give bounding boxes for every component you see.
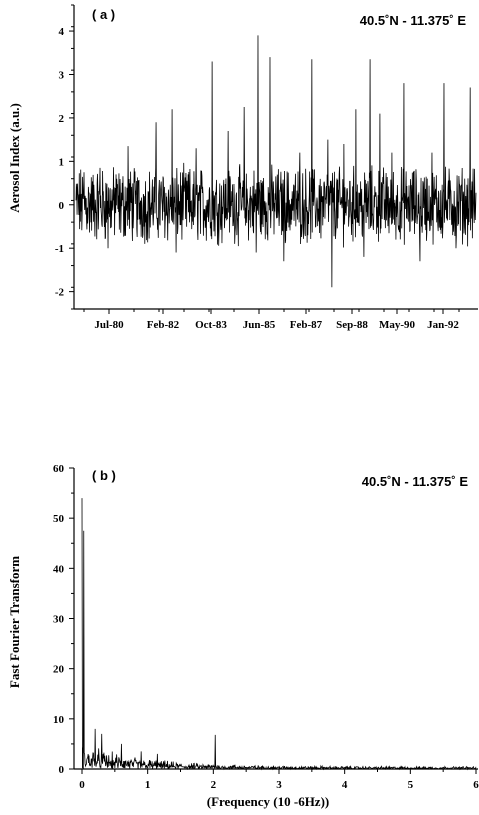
panel-b-x-tick-label: 4 xyxy=(342,779,348,791)
panel-a-label: ( a ) xyxy=(92,7,115,22)
panel-b-x-tick-label: 6 xyxy=(473,779,479,791)
panel-b-fft-series xyxy=(81,498,477,771)
panel-a-y-tick-label: -2 xyxy=(55,287,65,299)
panel-a-y-tick-label: 1 xyxy=(59,156,65,168)
panel-b-x-tick-label: 2 xyxy=(211,779,217,791)
panel-a-x-tick-label: Oct-83 xyxy=(195,319,227,331)
panel-a-x-tick-label: May-90 xyxy=(379,319,416,331)
panel-b-y-tick-label: 40 xyxy=(53,563,65,575)
panel-b: 0 10 20 30 40 50 60 0 1 2 3 4 5 6 ( b ) 40.5˚N - 11.… xyxy=(7,463,479,809)
panel-a-y-tick-label: 2 xyxy=(59,113,65,125)
panel-a-y-tick-label: 4 xyxy=(59,26,65,38)
panel-a-y-tick-label: 3 xyxy=(59,69,65,81)
panel-a-y-ticks: -2 -1 0 1 2 3 4 xyxy=(55,4,74,310)
panel-b-x-tick-label: 3 xyxy=(276,779,282,791)
panel-a: -2 -1 0 1 2 3 4 Jul-80 Feb-82 Oct-83 Jun-85 Feb-87… xyxy=(7,4,478,331)
panel-a-x-tick-label: Jun-85 xyxy=(243,319,276,331)
panel-a-x-tick-label: Jan-92 xyxy=(427,319,459,331)
panel-b-location-label: 40.5˚N - 11.375˚ E xyxy=(362,474,469,489)
panel-b-y-tick-label: 0 xyxy=(59,764,65,776)
panel-b-y-tick-label: 20 xyxy=(53,664,65,676)
panel-a-x-tick-label: Sep-88 xyxy=(336,319,368,331)
panel-a-x-tick-label: Feb-87 xyxy=(290,319,323,331)
panel-b-x-ticks: 0 1 2 3 4 5 6 xyxy=(79,769,479,791)
panel-a-aerosol-series xyxy=(75,35,477,288)
panel-b-x-label: (Frequency (10 -6Hz)) xyxy=(207,794,330,809)
panel-a-location-label: 40.5˚N - 11.375˚ E xyxy=(360,13,467,28)
panel-b-x-tick-label: 5 xyxy=(408,779,414,791)
panel-a-y-tick-label: -1 xyxy=(55,243,64,255)
panel-b-y-label: Fast Fourier Transform xyxy=(7,556,22,688)
panel-b-y-tick-label: 60 xyxy=(53,463,65,475)
panel-a-y-tick-label: 0 xyxy=(59,200,65,212)
panel-b-y-tick-label: 10 xyxy=(53,714,65,726)
panel-a-x-ticks: Jul-80 Feb-82 Oct-83 Jun-85 Feb-87 Sep-88 May-… xyxy=(83,309,460,331)
panel-a-x-tick-label: Jul-80 xyxy=(94,319,124,331)
panel-a-x-tick-label: Feb-82 xyxy=(147,319,180,331)
panel-b-y-tick-label: 30 xyxy=(53,614,65,626)
panel-b-y-tick-label: 50 xyxy=(53,513,65,525)
panel-b-x-tick-label: 0 xyxy=(79,779,85,791)
panel-a-y-label: Aerosol Index (a.u.) xyxy=(7,103,22,213)
panel-b-label: ( b ) xyxy=(92,468,116,483)
panel-b-x-tick-label: 1 xyxy=(145,779,151,791)
panel-b-y-ticks: 0 10 20 30 40 50 60 xyxy=(53,463,74,776)
